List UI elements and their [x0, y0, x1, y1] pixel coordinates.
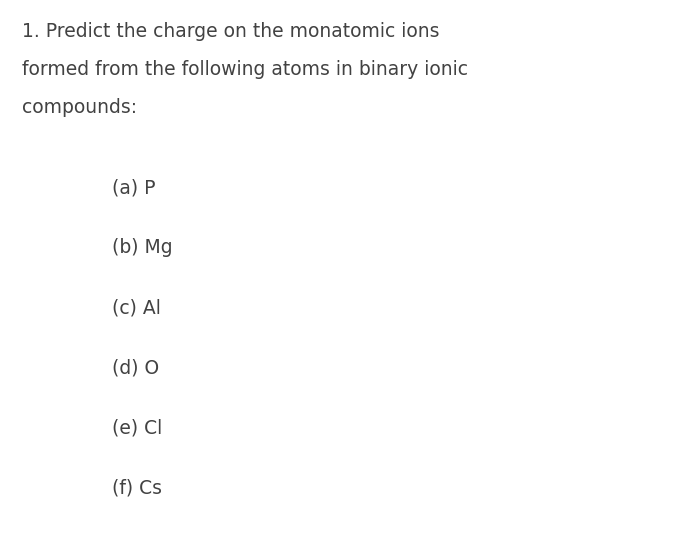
Text: formed from the following atoms in binary ionic: formed from the following atoms in binar…: [22, 60, 468, 79]
Text: (a) P: (a) P: [112, 178, 155, 197]
Text: (d) O: (d) O: [112, 358, 159, 377]
Text: (f) Cs: (f) Cs: [112, 478, 162, 497]
Text: compounds:: compounds:: [22, 98, 137, 117]
Text: (c) Al: (c) Al: [112, 298, 161, 317]
Text: 1. Predict the charge on the monatomic ions: 1. Predict the charge on the monatomic i…: [22, 22, 440, 41]
Text: (b) Mg: (b) Mg: [112, 238, 173, 257]
Text: (e) Cl: (e) Cl: [112, 418, 162, 437]
